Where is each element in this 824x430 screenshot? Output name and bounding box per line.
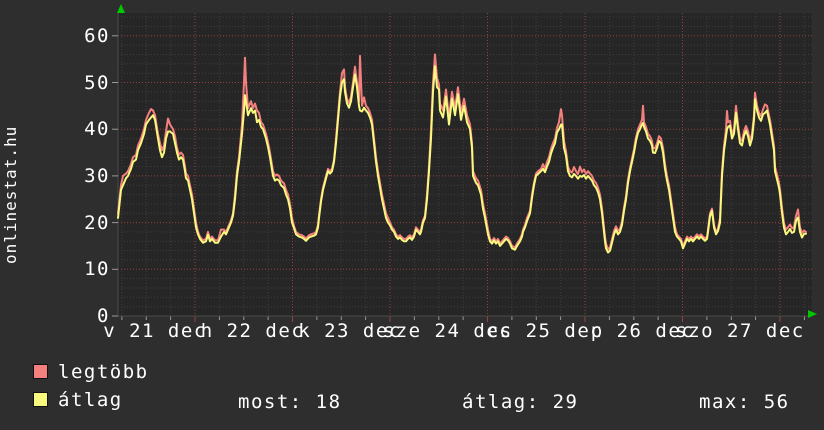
x-tick-label: v 21 dec — [103, 320, 207, 342]
legend-swatch-legtobb — [33, 364, 48, 379]
stat-max: max: 56 — [699, 391, 790, 413]
y-tick-label: 0 — [97, 305, 110, 327]
y-tick-label: 50 — [84, 71, 110, 94]
y-tick-label: 20 — [84, 211, 110, 234]
x-tick-label: szo 27 dec — [675, 320, 805, 342]
x-tick-label: cs 25 dec — [486, 320, 604, 342]
legend-label-legtobb: legtöbb — [58, 361, 149, 383]
stat-current: most: 18 — [238, 391, 342, 413]
legend-swatch-atlag — [33, 392, 48, 407]
x-tick-label: h 22 dec — [200, 320, 305, 342]
site-title: onlinestat.hu — [1, 125, 20, 264]
y-tick-label: 40 — [84, 118, 110, 141]
stat-average: átlag: 29 — [462, 391, 579, 413]
x-tick-label: p 26 dec — [590, 320, 695, 342]
y-tick-label: 30 — [84, 164, 110, 187]
x-tick-label: k 23 dec — [298, 320, 402, 342]
y-tick-label: 60 — [84, 24, 110, 47]
y-tick-label: 10 — [84, 258, 110, 281]
legend-label-atlag: átlag — [58, 389, 123, 411]
x-tick-label: sze 24 dec — [382, 320, 513, 342]
